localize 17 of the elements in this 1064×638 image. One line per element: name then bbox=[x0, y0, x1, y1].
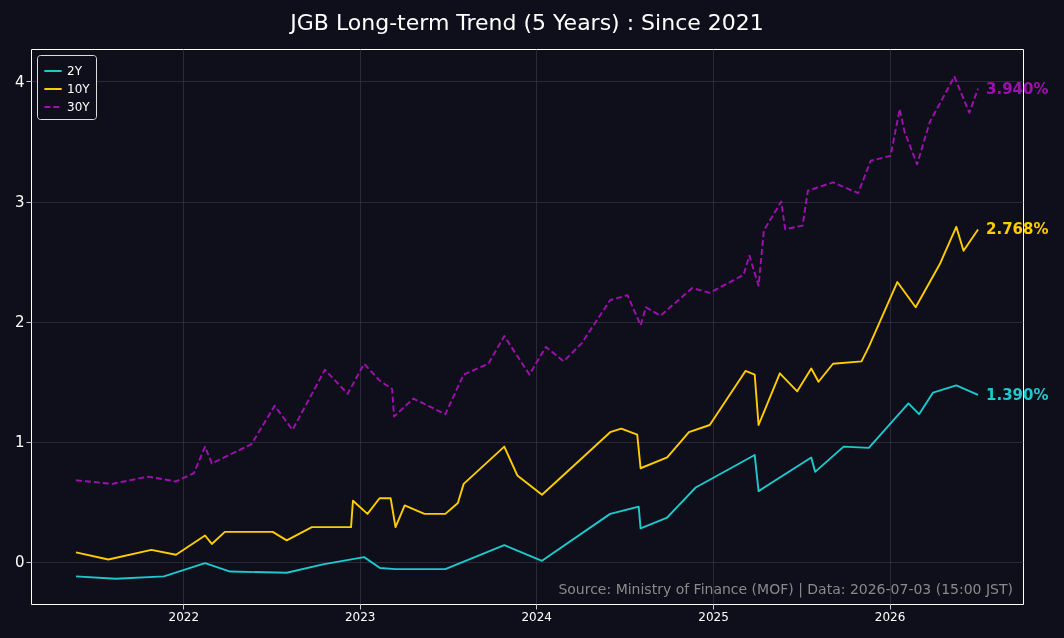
line-series bbox=[75, 225, 979, 561]
x-tick-label: 2023 bbox=[344, 609, 376, 624]
legend-label: 10Y bbox=[67, 82, 91, 96]
y-tick-label: 0 bbox=[14, 553, 25, 572]
chart-title: JGB Long-term Trend (5 Years) : Since 2021 bbox=[288, 10, 764, 35]
y-tick-label: 1 bbox=[14, 433, 25, 452]
annotation: Source: Ministry of Finance (MOF) | Data: 2026-07-03 (15:00 JST) bbox=[558, 581, 1013, 598]
y-tick-label: 4 bbox=[14, 72, 25, 91]
x-tick-label: 2022 bbox=[168, 609, 200, 624]
y-tick-label: 2 bbox=[14, 313, 25, 332]
legend-label: 2Y bbox=[67, 64, 83, 78]
legend-label: 30Y bbox=[67, 100, 91, 114]
x-tick-label: 2024 bbox=[521, 609, 552, 624]
x-tick-label: 2025 bbox=[698, 609, 729, 624]
line-series bbox=[75, 384, 979, 580]
x-tick-label: 2026 bbox=[874, 609, 906, 624]
y-tick-label: 3 bbox=[14, 193, 25, 212]
